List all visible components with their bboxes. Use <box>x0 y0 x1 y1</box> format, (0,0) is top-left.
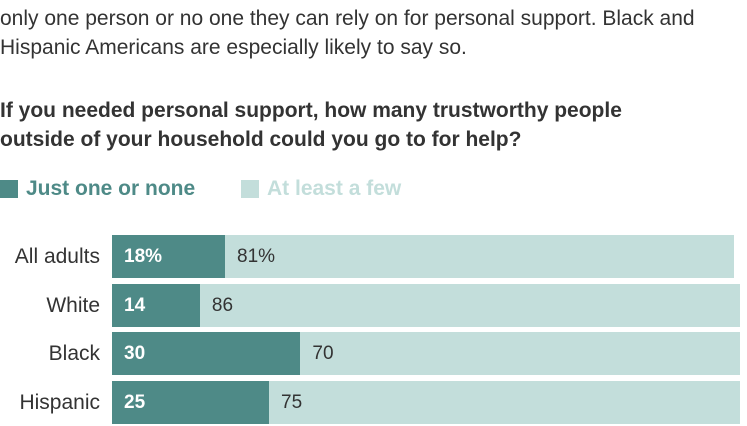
data-label-just-one-or-none-all-adults: 18% <box>124 246 163 267</box>
legend-item-at-least-a-few: At least a few <box>241 177 401 201</box>
category-label-black: Black <box>48 342 100 365</box>
legend-label-at-least-a-few: At least a few <box>267 177 402 200</box>
bar-just-one-or-none-white <box>112 284 200 327</box>
legend-label-just-one-or-none: Just one or none <box>26 177 196 200</box>
bar-at-least-a-few-black <box>300 332 740 375</box>
data-label-at-least-a-few-all-adults: 81% <box>237 246 276 267</box>
data-label-just-one-or-none-black: 30 <box>124 343 146 364</box>
category-label-hispanic: Hispanic <box>19 391 100 414</box>
bar-just-one-or-none-hispanic <box>112 381 269 424</box>
intro-text: only one person or no one they can rely … <box>0 4 747 62</box>
data-label-at-least-a-few-black: 70 <box>312 343 334 364</box>
chart-title: If you needed personal support, how many… <box>0 96 622 154</box>
chart-title-line-2: outside of your household could you go t… <box>0 128 522 151</box>
intro-line-1: only one person or no one they can rely … <box>0 7 695 30</box>
intro-line-2: Hispanic Americans are especially likely… <box>0 36 467 59</box>
bar-just-one-or-none-all-adults <box>112 235 226 278</box>
data-label-at-least-a-few-hispanic: 75 <box>281 392 303 413</box>
chart-title-line-1: If you needed personal support, how many… <box>0 99 622 122</box>
data-label-at-least-a-few-white: 86 <box>211 295 234 316</box>
bar-at-least-a-few-white <box>199 284 740 327</box>
bar-at-least-a-few-hispanic <box>269 381 740 424</box>
category-label-all-adults: All adults <box>14 245 100 268</box>
legend-item-just-one-or-none: Just one or none <box>0 177 195 201</box>
legend-swatch-just-one-or-none <box>0 180 18 198</box>
bar-at-least-a-few-all-adults <box>225 235 734 278</box>
legend-swatch-at-least-a-few <box>241 180 259 198</box>
bar-just-one-or-none-black <box>112 332 301 375</box>
data-label-just-one-or-none-white: 14 <box>124 295 146 316</box>
category-label-white: White <box>46 294 100 317</box>
data-label-just-one-or-none-hispanic: 25 <box>124 392 146 413</box>
